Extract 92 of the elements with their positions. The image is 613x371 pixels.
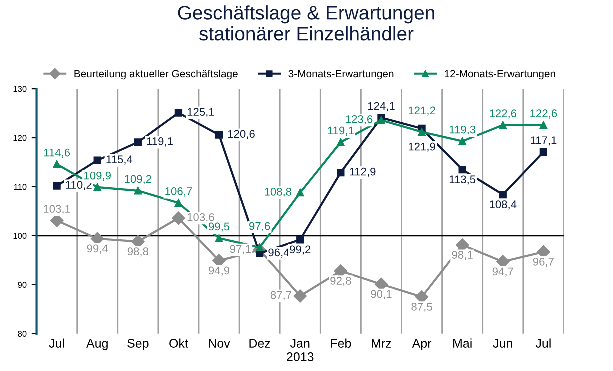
x-tick-label: Aug — [86, 339, 108, 350]
legend-label: 3-Monats-Erwartungen — [288, 70, 394, 80]
data-label: 94,9 — [208, 266, 230, 276]
point — [337, 138, 345, 146]
point — [499, 121, 507, 130]
legend-label: Beurteilung aktueller Geschäftslage — [74, 70, 238, 80]
data-label: 98,8 — [128, 248, 148, 257]
data-label: 117,1 — [531, 136, 557, 146]
point — [456, 238, 470, 252]
data-label: 99,5 — [208, 222, 230, 232]
x-tick-label: Apr — [412, 339, 432, 350]
data-label: 103,1 — [44, 205, 70, 214]
data-label: 108,8 — [265, 188, 292, 198]
data-label: 121,2 — [408, 106, 436, 116]
point — [132, 235, 145, 248]
point — [540, 148, 548, 156]
x-tick-label: Jun — [493, 339, 512, 348]
data-label: 121,9 — [408, 142, 436, 152]
point — [458, 138, 466, 146]
point — [94, 156, 102, 164]
x-tick-label: Sep — [128, 339, 149, 350]
point — [337, 168, 345, 177]
x-tick-label: Jul — [536, 338, 551, 348]
y-tick-label: 130 — [14, 86, 27, 92]
point — [174, 199, 183, 207]
point — [215, 131, 224, 139]
y-tick-label: 90 — [18, 282, 27, 288]
data-label: 115,4 — [106, 156, 133, 165]
point — [334, 264, 348, 278]
point — [296, 236, 304, 244]
x-tick-label: Nov — [209, 339, 230, 348]
data-label: 94,7 — [492, 268, 514, 277]
point — [499, 191, 507, 199]
point — [540, 121, 548, 130]
x-tick-label: Dez — [250, 339, 270, 348]
point — [50, 214, 64, 228]
data-label: 120,6 — [228, 130, 255, 140]
point — [496, 255, 510, 268]
data-label: 92,8 — [330, 277, 352, 286]
data-label: 122,6 — [530, 110, 558, 119]
data-label: 114,6 — [44, 148, 70, 158]
data-label: 87,5 — [412, 303, 432, 312]
y-tick-label: 100 — [14, 233, 27, 240]
data-label: 96,4 — [268, 248, 290, 258]
point — [53, 160, 61, 168]
data-label: 119,1 — [147, 138, 173, 147]
point — [53, 182, 61, 190]
data-label: 125,1 — [188, 108, 214, 118]
data-label: 106,7 — [166, 188, 192, 197]
x-tick-label: Jul — [49, 338, 64, 348]
point — [294, 290, 307, 303]
point — [296, 189, 304, 197]
data-label: 99,4 — [87, 244, 108, 254]
y-tick-label: 80 — [18, 331, 27, 337]
data-label: 99,2 — [290, 246, 311, 255]
x-tick-label: Okt — [170, 338, 188, 348]
data-label: 90,1 — [371, 290, 392, 300]
data-label: 113,5 — [450, 176, 476, 185]
data-label: 124,1 — [368, 102, 395, 112]
data-label: 103,6 — [188, 213, 214, 223]
x-tick-label: Mrz — [372, 339, 392, 348]
y-tick-label: 110 — [14, 184, 27, 190]
data-label: 108,4 — [490, 200, 517, 210]
data-label: 97,6 — [250, 222, 270, 232]
point — [174, 109, 183, 117]
data-label: 96,7 — [533, 258, 554, 268]
data-label: 87,7 — [270, 291, 292, 300]
data-label: 123,6 — [346, 115, 373, 125]
point — [134, 187, 142, 195]
data-label: 119,1 — [328, 126, 354, 136]
point — [215, 234, 224, 242]
point — [458, 166, 466, 174]
data-label: 109,9 — [84, 172, 111, 182]
data-label: 97,1 — [230, 245, 251, 254]
data-label: 98,1 — [452, 251, 473, 260]
chart-title: Geschäftslage & Erwartungen stationärer Einzelhändler — [178, 6, 434, 41]
point — [418, 128, 426, 136]
data-label: 112,9 — [350, 168, 376, 178]
point — [378, 116, 386, 124]
point — [172, 212, 186, 225]
x-tick-label: Feb — [331, 338, 352, 348]
point — [91, 232, 104, 246]
data-label: 122,6 — [490, 110, 517, 119]
y-tick-label: 120 — [14, 135, 27, 142]
x-tick-label: Jan 2013 — [287, 339, 314, 362]
data-label: 119,3 — [450, 126, 476, 135]
point — [134, 138, 142, 146]
point — [94, 184, 102, 192]
data-label: 109,2 — [125, 175, 152, 184]
legend-label: 12-Monats-Erwartungen — [445, 70, 556, 80]
x-tick-label: Mai — [454, 338, 472, 348]
point — [415, 290, 429, 304]
